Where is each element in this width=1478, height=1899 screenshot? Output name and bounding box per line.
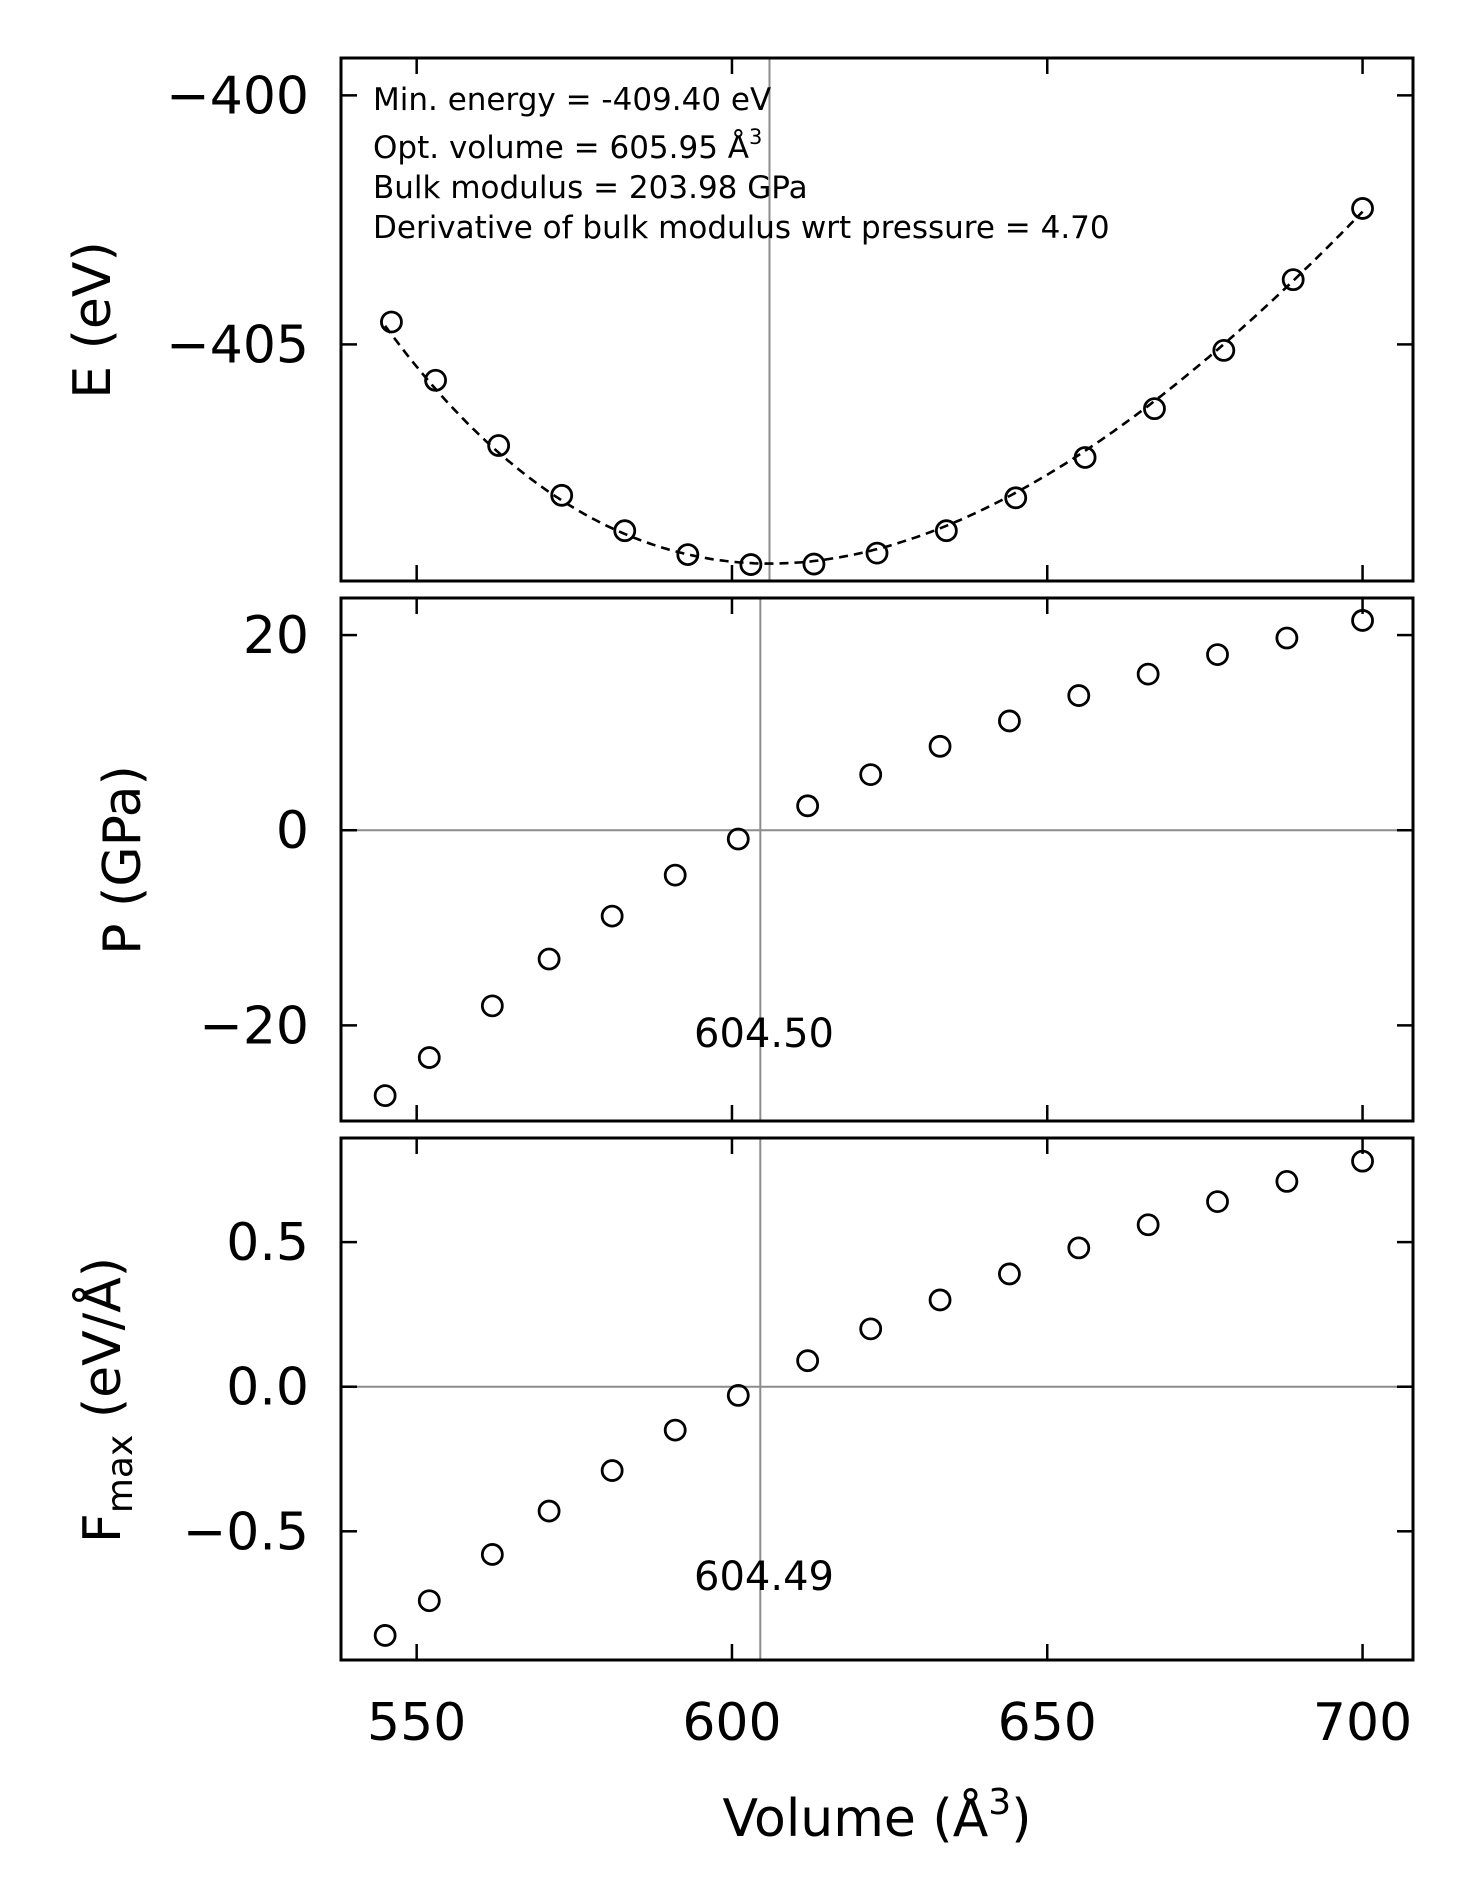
pressure-data-point (663, 863, 687, 887)
force-data-point (726, 1383, 750, 1407)
pressure-y-tick-label: −20 (199, 996, 309, 1056)
energy-data-point (550, 483, 574, 507)
pressure-data-point (600, 904, 624, 928)
force-panel: 0.5 0.0 −0.5 550 600 650 700 Fmax (eV/Å) 604.4… (71, 1136, 1415, 1753)
force-data-point (1275, 1169, 1299, 1193)
force-data-point (998, 1262, 1021, 1286)
x-tick-label: 650 (998, 1693, 1097, 1753)
energy-data-point (613, 519, 637, 543)
pressure-data-point (1067, 684, 1091, 707)
min-energy-annotation: Min. energy = -409.40 eV (373, 82, 771, 118)
force-data-point (373, 1624, 397, 1647)
energy-data-point (739, 553, 763, 576)
pressure-data-point (373, 1084, 397, 1108)
x-tick-label: 700 (1313, 1693, 1412, 1753)
force-data-point (1067, 1236, 1091, 1260)
pressure-data-point (859, 763, 883, 787)
force-data-point (600, 1459, 624, 1482)
energy-data-point (424, 368, 447, 392)
energy-data-point (1004, 486, 1028, 510)
force-data-point (480, 1543, 504, 1566)
x-tick-label: 600 (682, 1693, 781, 1753)
pressure-zero-volume-label: 604.50 (694, 1011, 834, 1057)
force-data-point (1136, 1213, 1160, 1237)
energy-data-point (1351, 197, 1374, 220)
force-y-tick-label: 0.0 (226, 1358, 309, 1418)
force-data-point (1351, 1149, 1374, 1173)
pressure-data-point (796, 794, 820, 818)
energy-data-point (1212, 338, 1236, 362)
energy-panel: −400 −405 E (eV) Min. energy = -409.40 eV… (63, 56, 1415, 583)
force-data-point (537, 1499, 561, 1523)
force-data-point (928, 1288, 952, 1312)
pressure-y-tick-label: 0 (276, 801, 309, 861)
energy-data-point (865, 541, 889, 565)
pressure-data-point (726, 827, 750, 851)
energy-y-tick-label: −405 (166, 315, 309, 375)
pressure-data-point (417, 1046, 441, 1069)
force-data-point (1206, 1190, 1229, 1214)
x-axis-label: Volume (Å3) (723, 1782, 1032, 1849)
energy-data-point (1281, 268, 1305, 292)
force-data-point (796, 1349, 820, 1373)
x-tick-label: 550 (367, 1693, 466, 1753)
force-y-tick-label: −0.5 (183, 1502, 309, 1562)
energy-fit-annotations: Min. energy = -409.40 eV Opt. volume = 6… (373, 82, 1110, 246)
pressure-data-point (1136, 662, 1160, 686)
force-data-point (663, 1418, 687, 1442)
pressure-panel: 20 0 −20 P (GPa) 604.50 (93, 596, 1415, 1123)
energy-fit-curve (384, 210, 1364, 565)
pressure-data-point (1275, 626, 1299, 650)
energy-data-point (802, 552, 826, 576)
energy-y-axis-label: E (eV) (63, 241, 123, 399)
energy-axes-frame (339, 56, 1415, 583)
force-zero-volume-label: 604.49 (694, 1554, 834, 1600)
force-data-point (859, 1317, 883, 1341)
pressure-y-axis-label: P (GPa) (93, 765, 153, 955)
energy-data-point (380, 310, 403, 334)
energy-data-point (1073, 446, 1097, 469)
pressure-data-point (998, 709, 1021, 733)
energy-data-point (487, 434, 511, 457)
energy-data-point (676, 543, 700, 567)
pressure-data-point (537, 947, 561, 971)
pressure-data-point (480, 994, 504, 1018)
energy-data-point (1143, 397, 1166, 421)
pressure-data-point (1206, 643, 1229, 666)
force-axes-frame (339, 1136, 1415, 1662)
force-data-point (417, 1589, 441, 1613)
pressure-axes-frame (339, 596, 1415, 1123)
energy-data-point (934, 519, 958, 543)
force-y-tick-label: 0.5 (226, 1213, 309, 1273)
bulk-modulus-derivative-annotation: Derivative of bulk modulus wrt pressure … (373, 210, 1110, 246)
bulk-modulus-annotation: Bulk modulus = 203.98 GPa (373, 170, 808, 206)
force-y-axis-label: Fmax (eV/Å) (71, 1257, 141, 1543)
pressure-data-point (928, 734, 952, 758)
energy-y-tick-label: −400 (166, 66, 309, 126)
opt-volume-annotation: Opt. volume = 605.95 Å3 (373, 125, 762, 166)
pressure-y-tick-label: 20 (243, 606, 309, 666)
